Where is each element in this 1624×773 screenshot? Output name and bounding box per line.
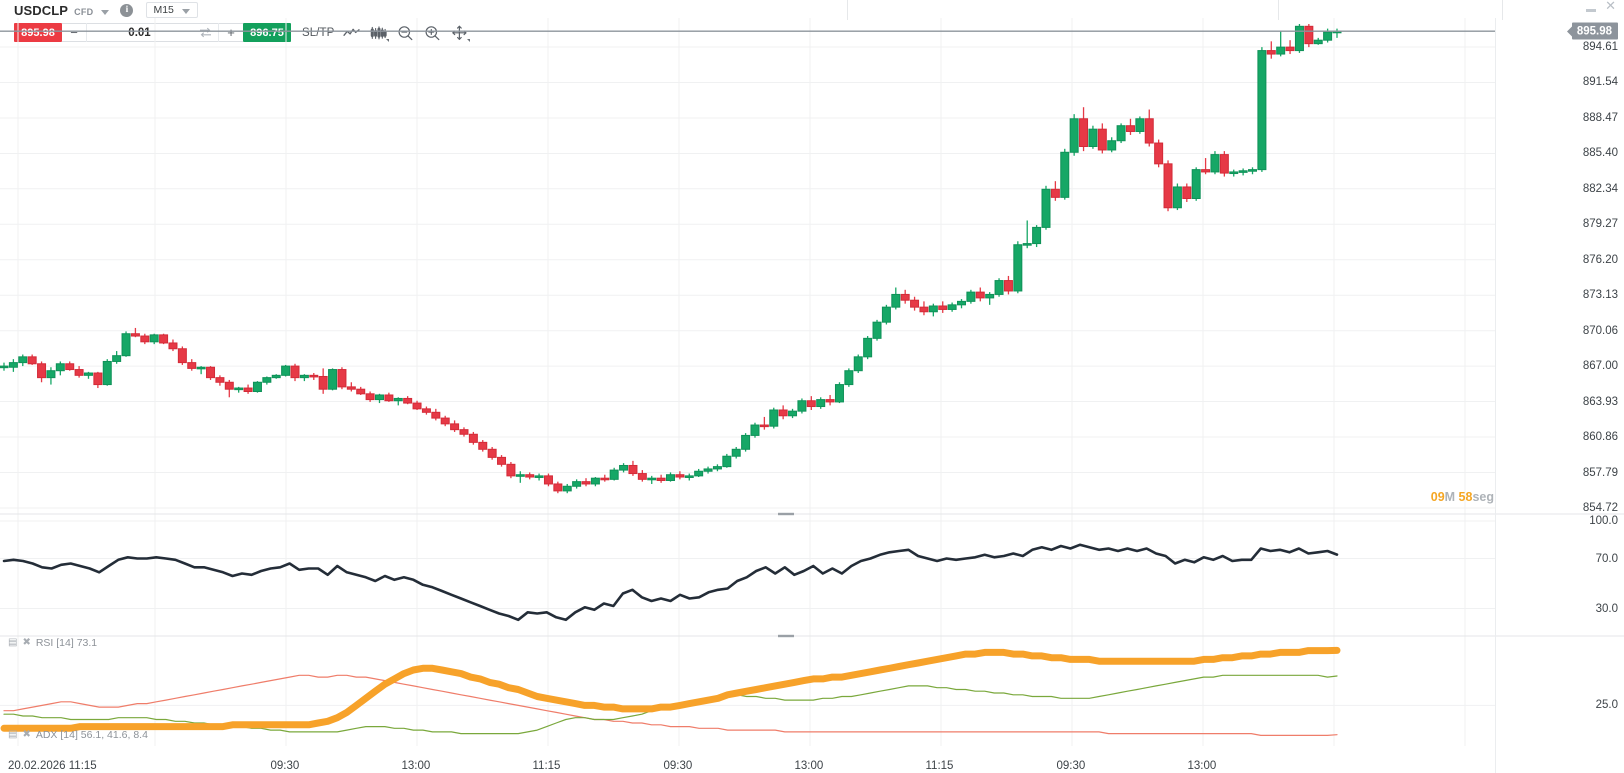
volume-decrease-button[interactable]: − (62, 23, 87, 42)
title-bar: USDCLP CFD i M15 ✕ (0, 0, 1624, 20)
countdown-minutes-unit: M (1444, 490, 1459, 504)
rsi-legend-text: RSI [14] 73.1 (35, 637, 98, 649)
sell-price-button[interactable]: 895.98 (14, 23, 62, 42)
time-axis-label: 11:15 (532, 760, 561, 772)
time-axis-label: 09:30 (270, 760, 300, 772)
toolbar-divider-right (1278, 0, 1279, 20)
info-icon[interactable]: i (120, 3, 134, 17)
current-price-tag: 895.98 (1571, 22, 1618, 40)
price-axis-label: 863.93 (1582, 395, 1618, 408)
timeframe-label: M15 (153, 4, 174, 16)
close-icon[interactable]: ✕ (1605, 0, 1616, 14)
rsi-axis-label: 30.0 (1595, 602, 1618, 615)
adx-legend-text: ADX [14] 56.1, 41.6, 8.4 (35, 729, 148, 741)
price-axis-label: 870.06 (1582, 324, 1618, 337)
rsi-axis-label: 100.0 (1589, 515, 1618, 527)
symbol-name[interactable]: USDCLP (14, 2, 69, 18)
time-axis-label: 20.02.2026 11:15 (8, 760, 97, 772)
volume-increase-button[interactable]: + (218, 23, 243, 42)
minimize-icon[interactable] (1586, 3, 1597, 12)
time-axis-label: 09:30 (663, 760, 693, 772)
sltp-button[interactable]: SL/TP (302, 26, 335, 39)
price-axis-label: 873.13 (1582, 289, 1618, 302)
timeframe-selector[interactable]: M15 (146, 2, 198, 18)
symbol-dropdown-chevron-down-icon[interactable] (101, 9, 110, 15)
window-controls: ✕ (1586, 0, 1616, 14)
close-icon[interactable]: ✖ (22, 729, 31, 740)
time-axis-label: 13:00 (401, 760, 431, 772)
time-axis-label: 13:00 (1187, 760, 1217, 772)
price-axis-label: 888.47 (1582, 111, 1618, 124)
settings-icon[interactable]: ▤ (8, 637, 18, 648)
timeframe-chevron-down-icon[interactable] (181, 8, 190, 14)
trade-toolbar: 895.98 − 0.01 + 896.75 SL/TP (0, 20, 1624, 46)
adx-legend: ▤ ✖ ADX [14] 56.1, 41.6, 8.4 (8, 729, 148, 741)
crosshair-dropdown-chevron-icon[interactable] (467, 39, 471, 42)
rsi-legend: ▤ ✖ RSI [14] 73.1 (8, 637, 97, 649)
candlestick-dropdown-chevron-icon[interactable] (386, 39, 390, 42)
bar-countdown: 09M 58seg (1431, 490, 1494, 504)
chart-canvas[interactable] (0, 18, 1624, 773)
settings-icon[interactable]: ▤ (8, 729, 18, 740)
time-axis-label: 13:00 (794, 760, 824, 772)
time-axis-label: 11:15 (925, 760, 954, 772)
price-axis-label: 891.54 (1582, 76, 1618, 89)
symbol-selector-group: USDCLP CFD i M15 (14, 1, 198, 19)
volume-stepper: − 0.01 + (62, 23, 243, 42)
price-axis-label: 857.79 (1582, 466, 1618, 479)
buy-price-button[interactable]: 896.75 (243, 23, 291, 42)
adx-axis-label: 25.0 (1595, 699, 1618, 712)
chart-area[interactable]: 894.61 891.54 888.47 885.40 882.34 879.27 876.… (0, 18, 1624, 773)
price-axis-divider (1495, 18, 1496, 773)
instrument-kind-label: CFD (74, 7, 94, 17)
countdown-seconds: 58 (1458, 490, 1473, 504)
price-axis-label: 867.00 (1582, 360, 1618, 373)
toolbar-divider-far-right (1502, 0, 1503, 20)
price-axis-label: 879.27 (1582, 218, 1618, 231)
countdown-minutes: 09 (1430, 490, 1445, 504)
price-axis-label: 894.61 (1582, 41, 1618, 53)
volume-input[interactable]: 0.01 (128, 26, 151, 39)
price-axis-label: 854.72 (1582, 502, 1618, 514)
time-axis-label: 09:30 (1056, 760, 1086, 772)
price-axis-label: 876.20 (1582, 253, 1618, 266)
toolbar-divider-left (847, 0, 848, 20)
price-axis-label: 882.34 (1582, 182, 1618, 195)
rsi-axis-label: 70.0 (1595, 552, 1618, 565)
price-axis-label: 885.40 (1582, 147, 1618, 160)
countdown-seconds-unit: seg (1472, 490, 1494, 504)
price-axis-label: 860.86 (1582, 431, 1618, 444)
close-icon[interactable]: ✖ (22, 637, 31, 648)
